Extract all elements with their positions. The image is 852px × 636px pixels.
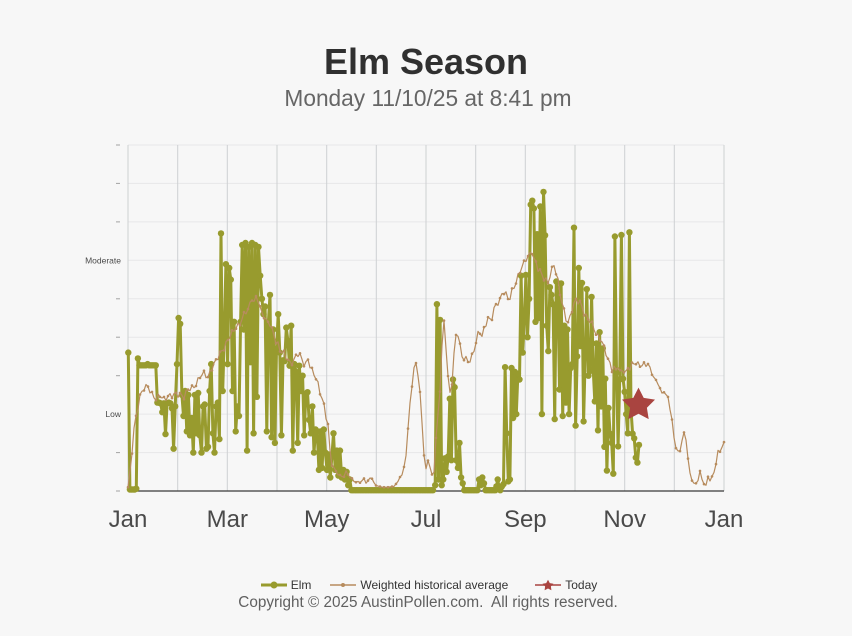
svg-text:Jul: Jul bbox=[411, 506, 442, 533]
svg-text:Moderate: Moderate bbox=[85, 255, 121, 265]
svg-text:May: May bbox=[304, 506, 349, 533]
svg-text:Sep: Sep bbox=[504, 506, 547, 533]
svg-text:Jan: Jan bbox=[109, 506, 148, 533]
svg-text:Jan: Jan bbox=[705, 506, 744, 533]
svg-text:Mar: Mar bbox=[207, 506, 248, 533]
svg-text:Nov: Nov bbox=[603, 506, 646, 533]
svg-text:Low: Low bbox=[105, 409, 121, 419]
